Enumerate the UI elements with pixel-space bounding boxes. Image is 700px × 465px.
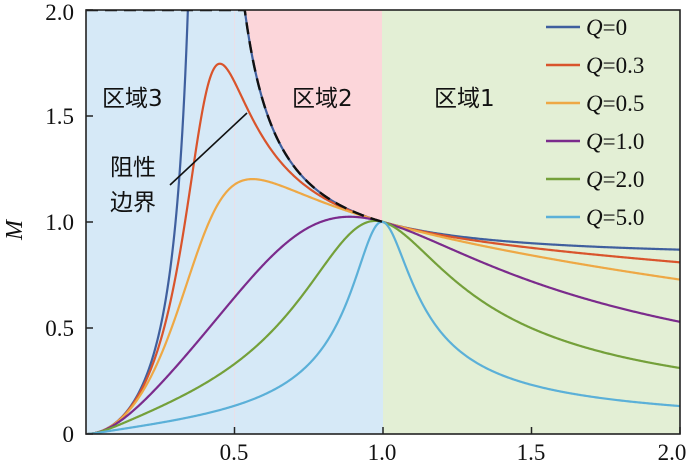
y-axis-label: M — [2, 218, 28, 241]
resistive-boundary-line — [86, 10, 384, 224]
x-tick-label: 2.0 — [658, 440, 687, 465]
legend-label: Q=0.5 — [586, 91, 644, 116]
y-tick-label: 1.0 — [45, 210, 74, 235]
x-tick-label: 0.5 — [220, 440, 249, 465]
legend-label: Q=2.0 — [586, 167, 644, 192]
axis-ticks — [86, 9, 681, 435]
y-tick-label: 2.0 — [45, 0, 74, 25]
boundary-annotation-line1: 阻性 — [110, 155, 156, 181]
y-tick-label: 0.5 — [45, 316, 74, 341]
legend-label: Q=1.0 — [586, 129, 644, 154]
legend-label: Q=0 — [586, 15, 627, 40]
legend: Q=0 Q=0.3 Q=0.5 Q=1.0 Q=2.0 Q=5.0 — [546, 15, 644, 230]
x-tick-label: 1.5 — [517, 440, 546, 465]
series-line — [87, 220, 680, 434]
legend-label: Q=5.0 — [586, 205, 644, 230]
region-3-label: 区域3 — [102, 86, 163, 112]
annotation-leader-line — [169, 112, 248, 186]
boundary-annotation-line2: 边界 — [110, 190, 156, 216]
legend-label: Q=0.3 — [586, 53, 644, 78]
x-tick-label: 1.0 — [368, 440, 397, 465]
region-2-below-boundary — [234, 10, 383, 434]
region-1-label: 区域1 — [434, 86, 495, 112]
region-1-background — [382, 10, 680, 434]
region-2-label: 区域2 — [292, 86, 353, 112]
y-tick-label: 1.5 — [45, 104, 74, 129]
y-tick-label: 0 — [63, 422, 75, 447]
series-lines — [87, 10, 680, 434]
